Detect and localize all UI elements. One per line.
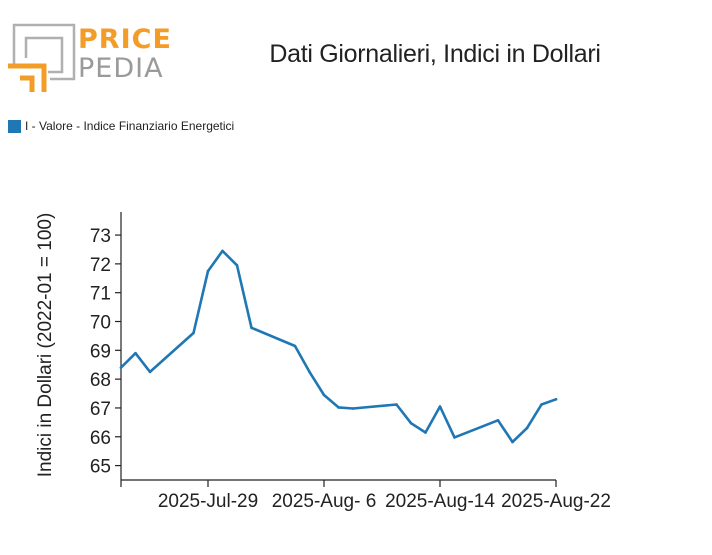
data-point [395,403,398,406]
y-tick-label: 72 [90,255,111,276]
logo-word-price: PRICE [78,24,172,55]
y-tick-label: 73 [90,226,111,247]
y-tick-label: 65 [90,457,111,478]
data-point [192,331,195,335]
data-point [148,370,152,374]
logo-word-pedia: PEDIA [78,53,164,84]
data-point [525,426,529,430]
pricepedia-logo: PRICE PEDIA [6,22,171,94]
data-point [293,344,297,348]
y-tick-label: 66 [90,428,111,449]
data-point [554,398,558,401]
chart-title: Dati Giornalieri, Indici in Dollari [269,40,601,68]
data-point [322,393,326,397]
data-point [221,249,224,253]
data-point [453,436,456,439]
y-tick-label: 67 [90,399,111,420]
legend-swatch [8,119,21,133]
axes: 65 66 67 68 69 70 71 72 73 2025-Jul-29 2025-Aug- 6… [90,212,611,512]
y-tick-label: 70 [90,313,111,334]
y-tick-label: 68 [90,370,111,391]
data-point [134,351,137,355]
data-point [438,405,442,408]
y-tick-label: 71 [90,284,111,305]
chart-marks [119,249,558,444]
data-point [337,406,340,409]
x-tick-label: 2025-Aug-22 [501,491,611,512]
legend-label: I - Valore - Indice Finanziario Energeti… [25,119,235,133]
y-tick-label: 69 [90,341,111,362]
series-line [119,249,558,444]
data-point [308,370,311,374]
data-point [206,269,210,273]
legend: I - Valore - Indice Finanziario Energeti… [8,119,234,133]
data-point [511,440,514,444]
data-point [540,403,543,406]
x-tick-label: 2025-Aug- 6 [272,491,377,512]
x-tick-label: 2025-Jul-29 [158,491,258,512]
x-tick-label: 2025-Aug-14 [385,491,495,512]
data-point [496,419,500,422]
data-point [424,431,427,434]
data-point [351,407,355,410]
data-point [119,366,123,369]
data-point [250,326,253,330]
logo-mark-icon [8,23,76,92]
data-point [235,264,239,267]
data-point [409,421,413,425]
